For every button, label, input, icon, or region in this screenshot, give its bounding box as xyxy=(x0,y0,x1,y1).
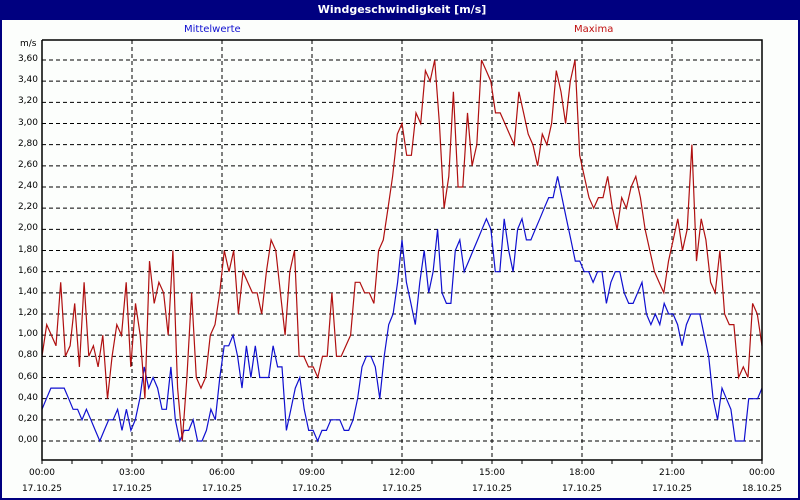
x-tick-time: 00:00 xyxy=(29,468,55,478)
y-tick-label: 2,00 xyxy=(17,223,38,234)
y-tick-label: 1,00 xyxy=(17,329,38,340)
y-tick-label: 0,40 xyxy=(17,392,38,403)
x-tick-date: 17.10.25 xyxy=(201,484,243,494)
x-tick-time: 12:00 xyxy=(389,468,415,478)
y-tick-label: 1,40 xyxy=(17,286,38,297)
x-tick-date: 17.10.25 xyxy=(561,484,603,494)
y-tick-label: 1,80 xyxy=(17,244,38,255)
y-tick-label: 3,00 xyxy=(17,117,38,128)
y-tick-label: 1,60 xyxy=(17,265,38,276)
legend-mean: Mittelwerte xyxy=(184,24,241,35)
x-tick-time: 00:00 xyxy=(749,468,775,478)
x-tick-time: 06:00 xyxy=(209,468,235,478)
plot-frame xyxy=(41,39,763,461)
y-tick-label: 0,00 xyxy=(17,435,38,445)
x-tick-time: 21:00 xyxy=(659,468,685,478)
x-tick-date: 17.10.25 xyxy=(111,484,153,494)
x-tick-date: 18.10.25 xyxy=(741,484,783,494)
series-max-line xyxy=(41,59,763,442)
y-tick-label: 0,80 xyxy=(17,350,38,361)
y-axis-unit: m/s xyxy=(20,39,37,49)
x-tick-time: 09:00 xyxy=(299,468,325,478)
x-tick-time: 15:00 xyxy=(479,468,505,478)
x-tick-time: 03:00 xyxy=(119,468,145,478)
y-tick-label: 2,60 xyxy=(17,159,38,170)
y-tick-label: 3,20 xyxy=(17,96,38,107)
x-tick-date: 17.10.25 xyxy=(471,484,513,494)
legend-max: Maxima xyxy=(574,24,614,35)
chart-title: Windgeschwindigkeit [m/s] xyxy=(2,0,800,20)
y-tick-label: 3,40 xyxy=(17,75,38,86)
series-mean-line xyxy=(41,176,763,444)
y-tick-label: 2,80 xyxy=(17,138,38,149)
x-tick-date: 17.10.25 xyxy=(651,484,693,494)
y-tick-label: 2,20 xyxy=(17,202,38,213)
y-tick-label: 0,20 xyxy=(17,413,38,424)
x-tick-date: 17.10.25 xyxy=(381,484,423,494)
y-tick-label: 1,20 xyxy=(17,308,38,318)
x-tick-date: 17.10.25 xyxy=(21,484,63,494)
y-tick-label: 3,60 xyxy=(17,54,38,64)
x-tick-date: 17.10.25 xyxy=(291,484,333,494)
y-tick-label: 2,40 xyxy=(17,181,38,191)
x-tick-time: 18:00 xyxy=(569,468,595,478)
y-tick-label: 0,60 xyxy=(17,371,38,382)
